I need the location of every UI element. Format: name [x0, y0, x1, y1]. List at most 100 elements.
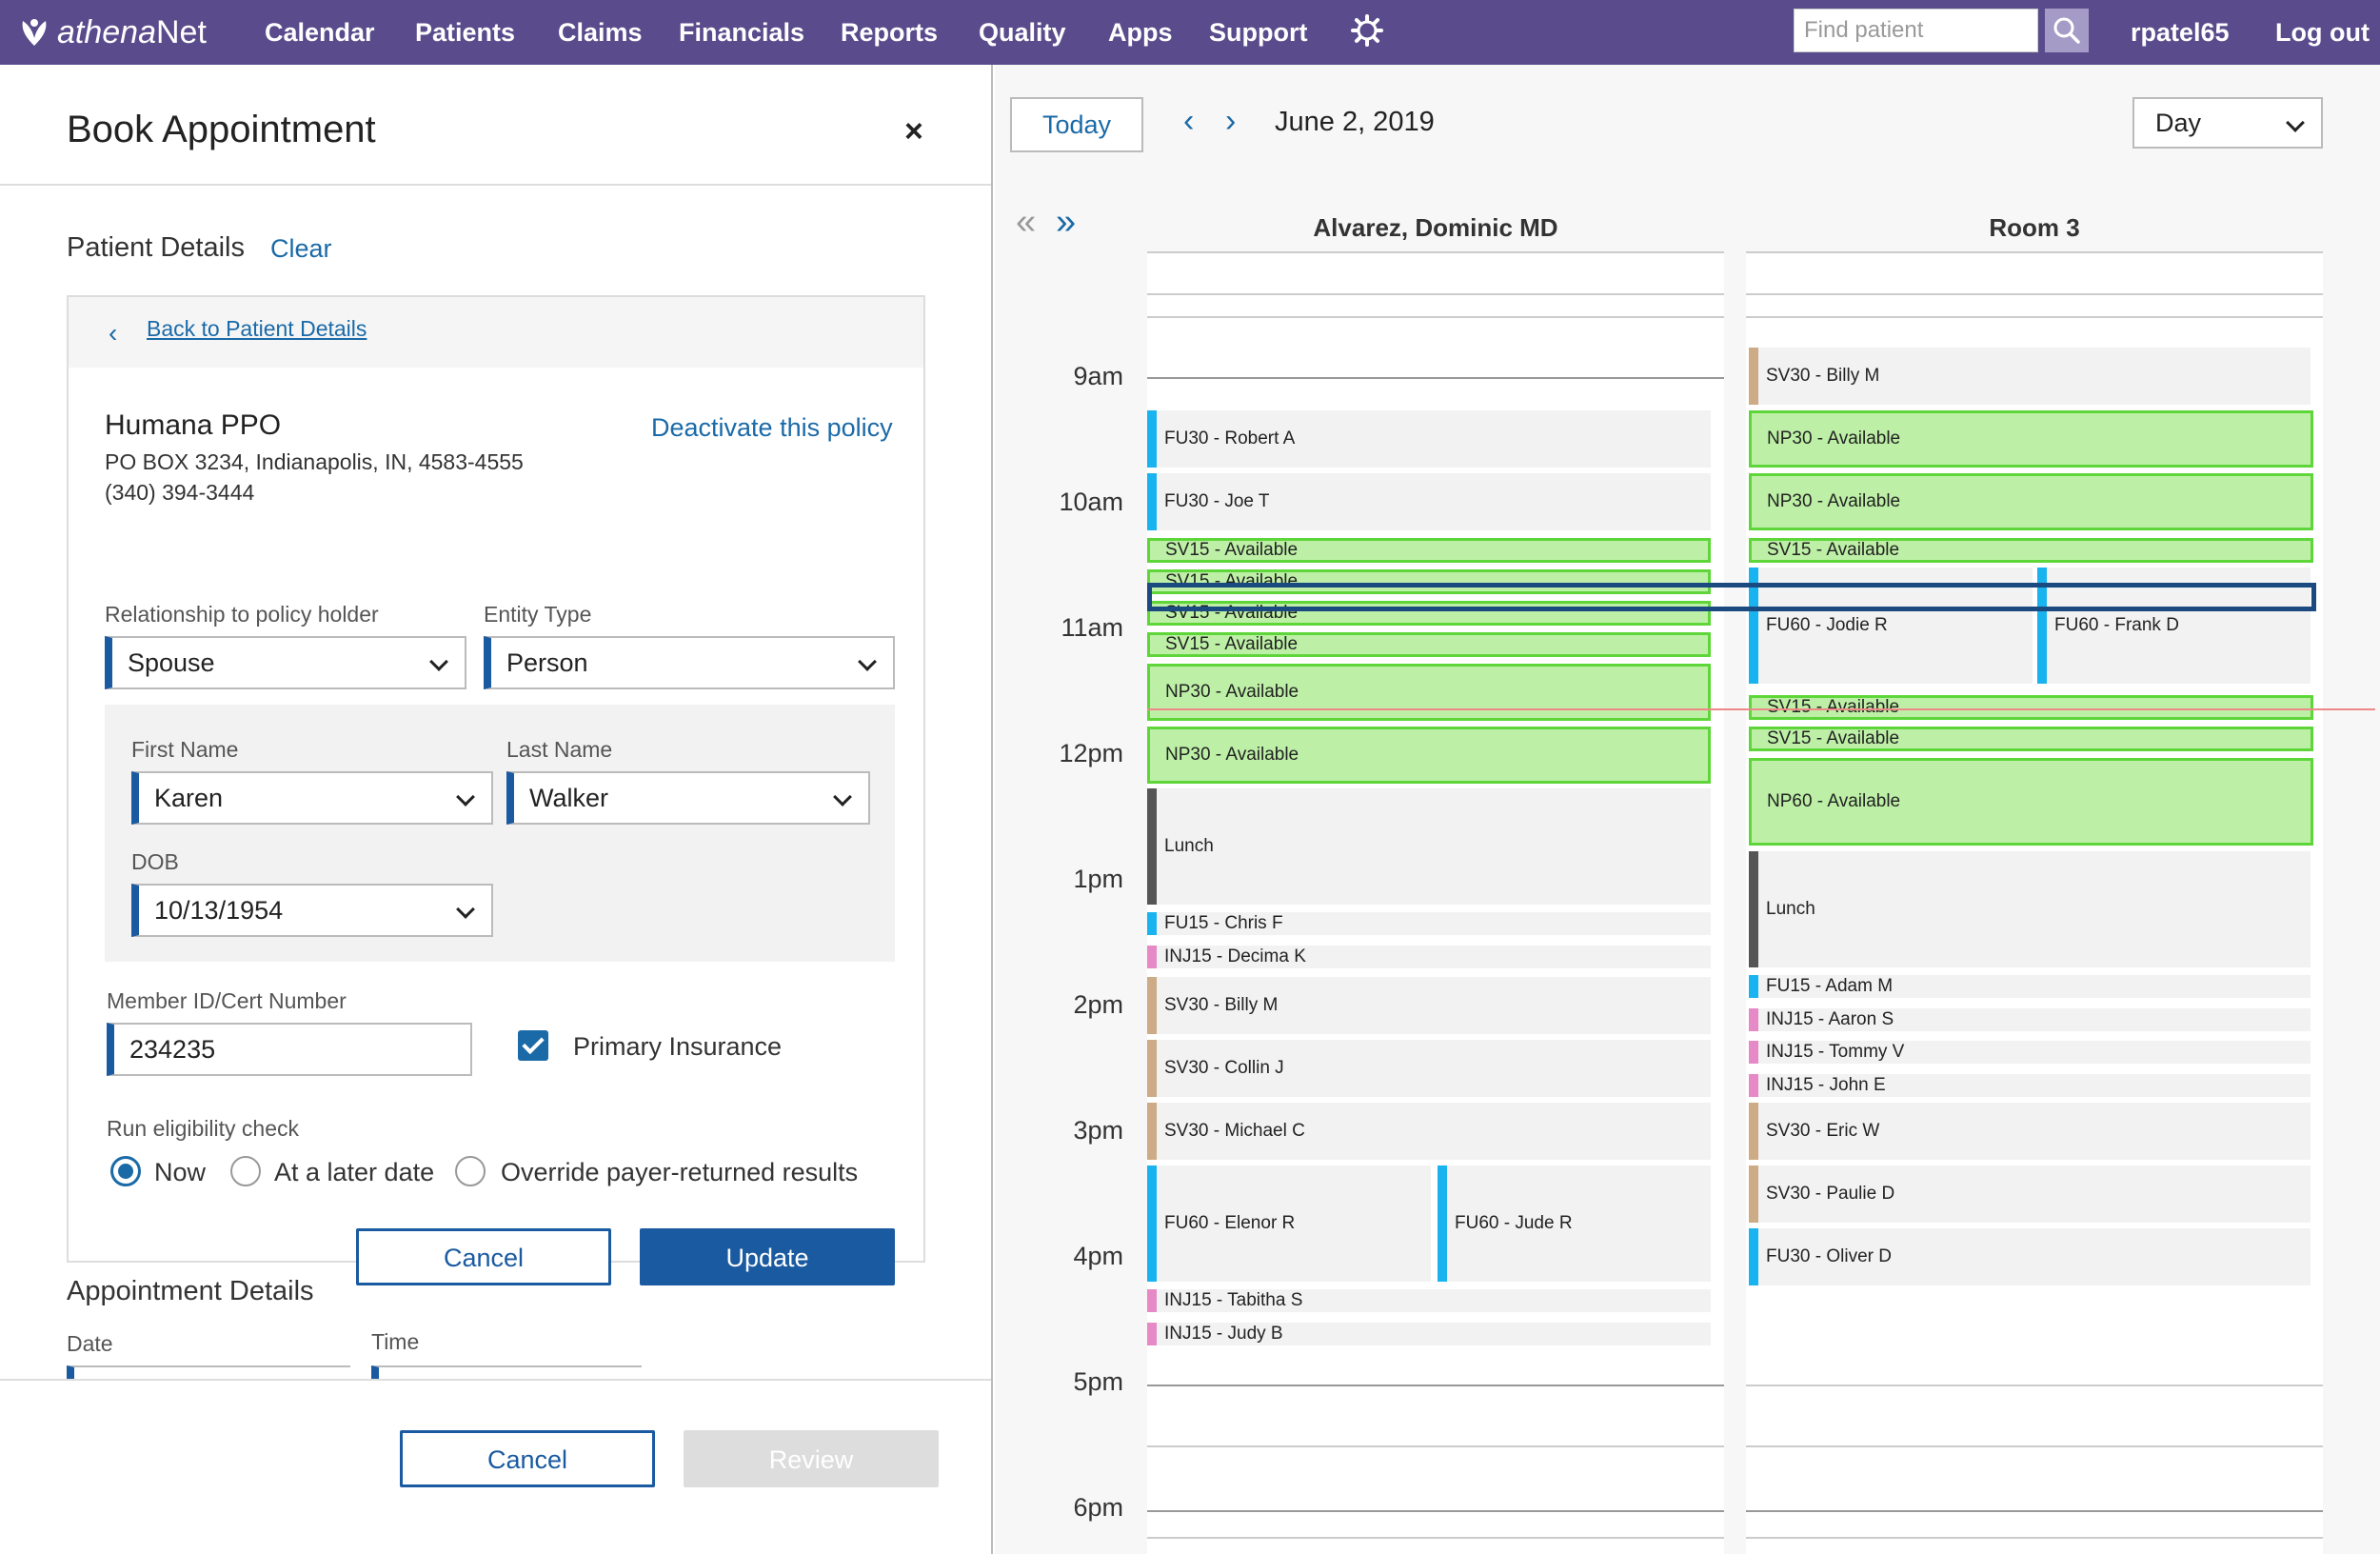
available-slot[interactable]: NP30 - Available — [1147, 664, 1711, 721]
available-slot[interactable]: SV15 - Available — [1749, 538, 2313, 563]
appointment-block[interactable]: INJ15 - Aaron S — [1749, 1008, 2311, 1031]
entity-type-select[interactable]: Person — [484, 636, 895, 689]
appointment-label: FU60 - Frank D — [2054, 615, 2179, 635]
available-slot[interactable]: SV15 - Available — [1147, 632, 1711, 657]
appointment-block[interactable]: FU30 - Joe T — [1147, 473, 1711, 530]
appointment-block[interactable]: INJ15 - Decima K — [1147, 946, 1711, 968]
deactivate-policy-link[interactable]: Deactivate this policy — [651, 413, 893, 442]
hour-divider — [1147, 1445, 1724, 1447]
clear-link[interactable]: Clear — [270, 234, 332, 263]
appointment-block[interactable]: INJ15 - Tommy V — [1749, 1041, 2311, 1064]
eligibility-now-label: Now — [154, 1158, 207, 1186]
footer-cancel-button[interactable]: Cancel — [400, 1430, 655, 1487]
hour-divider — [1147, 316, 1724, 318]
close-icon[interactable]: × — [904, 113, 923, 149]
appointment-block[interactable]: SV30 - Billy M — [1147, 977, 1711, 1034]
chevron-left-icon[interactable]: ‹ — [109, 318, 118, 348]
appointment-label: SV30 - Eric W — [1766, 1121, 1880, 1141]
eligibility-later-label: At a later date — [274, 1158, 435, 1186]
appointment-type-bar — [1147, 1166, 1157, 1282]
appointment-type-bar — [1749, 1103, 1758, 1160]
hour-label: 1pm — [1073, 865, 1123, 893]
nav-apps[interactable]: Apps — [1108, 18, 1173, 47]
update-button[interactable]: Update — [640, 1228, 895, 1285]
first-name-select[interactable]: Karen — [131, 771, 493, 825]
nav-support[interactable]: Support — [1209, 18, 1308, 47]
primary-insurance-checkbox[interactable] — [518, 1030, 548, 1061]
hour-label: 11am — [1061, 613, 1123, 642]
available-slot[interactable]: SV15 - Available — [1147, 538, 1711, 563]
available-slot[interactable]: SV15 - Available — [1749, 695, 2313, 720]
card-cancel-button[interactable]: Cancel — [356, 1228, 611, 1285]
appointment-type-bar — [1749, 1041, 1758, 1064]
nav-quality[interactable]: Quality — [979, 18, 1066, 47]
today-button[interactable]: Today — [1010, 97, 1143, 152]
gear-icon[interactable] — [1350, 13, 1384, 48]
available-slot[interactable]: NP30 - Available — [1749, 410, 2313, 468]
appointment-label: NP30 - Available — [1165, 745, 1299, 765]
nav-financials[interactable]: Financials — [679, 18, 805, 47]
appointment-block[interactable]: INJ15 - Judy B — [1147, 1323, 1711, 1345]
appointment-block[interactable]: FU15 - Adam M — [1749, 975, 2311, 998]
appointment-block[interactable]: FU60 - Jude R — [1438, 1166, 1711, 1282]
date-input[interactable] — [67, 1365, 350, 1379]
appointment-type-bar — [1147, 410, 1157, 468]
nav-patients[interactable]: Patients — [415, 18, 516, 47]
chevron-down-icon — [2286, 113, 2305, 132]
view-value: Day — [2155, 109, 2202, 137]
appointment-type-bar — [1147, 977, 1157, 1034]
appointment-block[interactable]: SV30 - Billy M — [1749, 348, 2311, 405]
view-select[interactable]: Day — [2132, 97, 2323, 149]
nav-reports[interactable]: Reports — [841, 18, 939, 47]
available-slot[interactable]: NP30 - Available — [1147, 727, 1711, 784]
available-slot[interactable]: SV15 - Available — [1147, 569, 1711, 594]
back-to-patient-details-link[interactable]: Back to Patient Details — [147, 316, 367, 341]
appointment-block[interactable]: INJ15 - Tabitha S — [1147, 1289, 1711, 1312]
find-patient-input[interactable] — [1794, 9, 2038, 52]
appointment-block[interactable]: SV30 - Paulie D — [1749, 1166, 2311, 1223]
book-appointment-panel: Book Appointment × Patient Details Clear… — [0, 65, 993, 1554]
appointment-block[interactable]: FU60 - Elenor R — [1147, 1166, 1431, 1282]
lunch-block[interactable]: Lunch — [1147, 788, 1711, 905]
appointment-type-bar — [1749, 975, 1758, 998]
appointment-block[interactable]: SV30 - Eric W — [1749, 1103, 2311, 1160]
appointment-block[interactable]: FU30 - Oliver D — [1749, 1228, 2311, 1285]
appointment-block[interactable]: FU15 - Chris F — [1147, 912, 1711, 935]
available-slot[interactable]: SV15 - Available — [1749, 727, 2313, 751]
eligibility-later-radio[interactable] — [230, 1156, 261, 1186]
athenanet-logo[interactable]: athenaNet — [17, 10, 207, 55]
appointment-block[interactable]: SV30 - Michael C — [1147, 1103, 1711, 1160]
nav-calendar[interactable]: Calendar — [265, 18, 375, 47]
time-input[interactable] — [371, 1365, 642, 1379]
double-chevron-left-icon[interactable]: « — [1016, 202, 1037, 242]
first-name-label: First Name — [131, 737, 239, 762]
appointment-label: NP30 - Available — [1767, 491, 1901, 511]
appointment-block[interactable]: FU30 - Robert A — [1147, 410, 1711, 468]
appointment-label: FU60 - Jodie R — [1766, 615, 1888, 635]
insurance-name: Humana PPO — [105, 409, 282, 441]
username-link[interactable]: rpatel65 — [2131, 18, 2230, 47]
hour-label: 5pm — [1073, 1367, 1123, 1396]
review-button[interactable]: Review — [684, 1430, 939, 1487]
nav-claims[interactable]: Claims — [558, 18, 643, 47]
hour-divider — [1746, 316, 2323, 318]
available-slot[interactable]: NP60 - Available — [1749, 758, 2313, 846]
logout-link[interactable]: Log out — [2275, 18, 2370, 47]
member-id-input[interactable]: 234235 — [107, 1023, 472, 1076]
dob-select[interactable]: 10/13/1954 — [131, 884, 493, 937]
chevron-left-icon[interactable]: ‹ — [1183, 103, 1195, 139]
appointment-type-bar — [1749, 1228, 1758, 1285]
relationship-select[interactable]: Spouse — [105, 636, 466, 689]
chevron-right-icon[interactable]: › — [1225, 103, 1237, 139]
search-button[interactable] — [2045, 9, 2089, 52]
appointment-block[interactable]: INJ15 - John E — [1749, 1074, 2311, 1097]
eligibility-now-radio[interactable] — [110, 1156, 141, 1186]
panel-title: Book Appointment — [67, 109, 376, 150]
available-slot[interactable]: NP30 - Available — [1749, 473, 2313, 530]
appointment-block[interactable]: SV30 - Collin J — [1147, 1040, 1711, 1097]
last-name-select[interactable]: Walker — [506, 771, 870, 825]
lunch-block[interactable]: Lunch — [1749, 851, 2311, 967]
selected-time-slot[interactable] — [1147, 583, 2316, 611]
eligibility-override-radio[interactable] — [455, 1156, 486, 1186]
double-chevron-right-icon[interactable]: » — [1056, 202, 1077, 242]
